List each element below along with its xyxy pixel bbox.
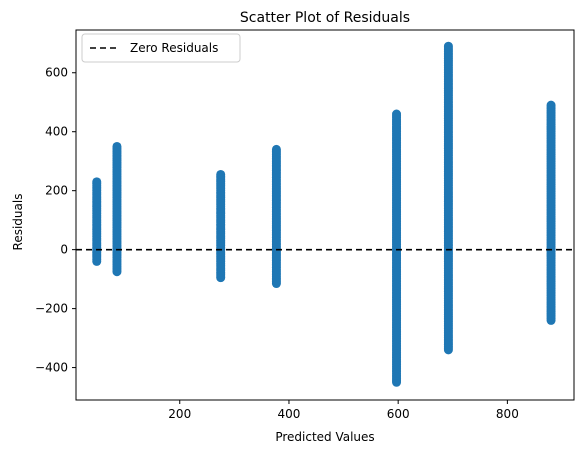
data-point [546,100,556,110]
y-tick-label: 200 [45,184,68,198]
data-points [92,41,556,387]
data-point [443,41,453,51]
x-tick-label: 600 [387,407,410,421]
data-point [392,109,402,119]
legend-label: Zero Residuals [130,41,218,55]
y-tick-label: 0 [60,243,68,257]
legend: Zero Residuals [81,33,241,63]
y-tick-label: 400 [45,125,68,139]
x-axis-ticks: 200 400 600 800 [168,400,519,421]
plot-frame [75,29,575,401]
data-point [92,177,102,187]
data-point [112,141,122,151]
chart-title: Scatter Plot of Residuals [240,10,410,26]
x-tick-label: 800 [496,407,519,421]
y-axis-ticks: −400 −200 0 200 400 600 [35,66,76,375]
x-axis-label: Predicted Values [275,430,374,444]
data-point [216,169,226,179]
y-tick-label: −200 [35,302,68,316]
data-point [271,144,281,154]
y-tick-label: 600 [45,66,68,80]
x-tick-label: 200 [168,407,191,421]
legend-box [81,33,241,63]
x-tick-label: 400 [278,407,301,421]
y-tick-label: −400 [35,361,68,375]
y-axis-label: Residuals [11,194,25,251]
